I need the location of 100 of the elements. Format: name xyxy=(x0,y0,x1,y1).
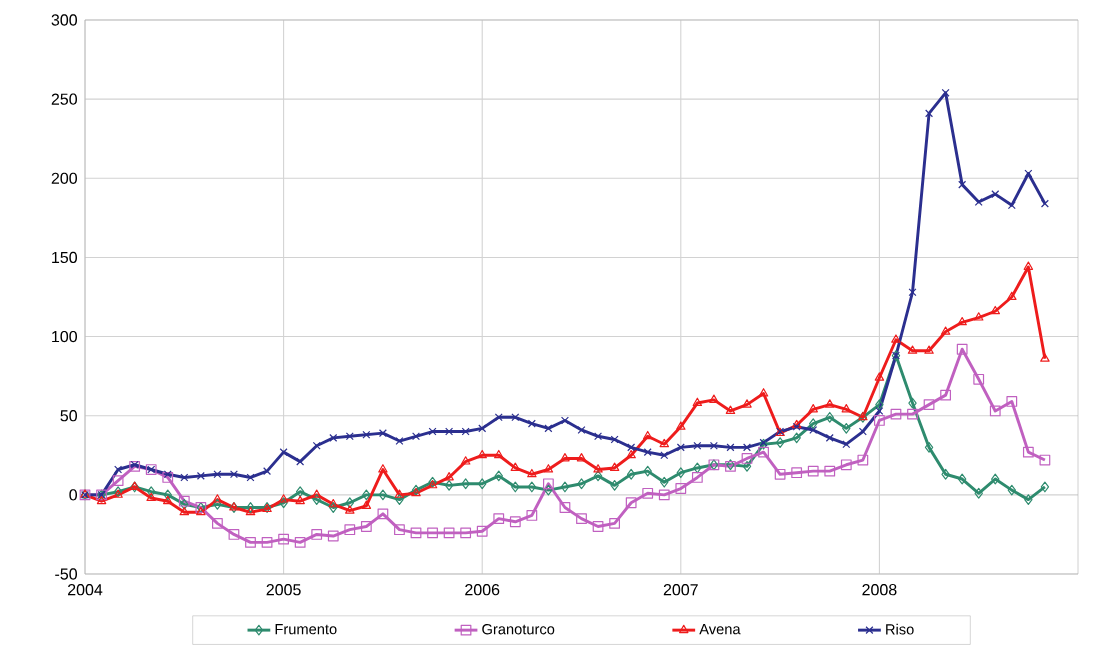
point xyxy=(825,399,835,408)
point xyxy=(824,465,836,477)
point xyxy=(925,109,934,118)
point xyxy=(809,425,818,434)
point xyxy=(1007,201,1016,210)
point xyxy=(443,527,455,539)
y-tick-label: -50 xyxy=(55,568,78,580)
point xyxy=(344,524,356,536)
point xyxy=(676,421,686,430)
y-tick-label: 150 xyxy=(52,251,78,264)
point xyxy=(742,460,752,472)
point xyxy=(493,513,505,524)
point xyxy=(676,467,686,479)
point xyxy=(544,424,553,433)
point xyxy=(114,465,123,474)
point xyxy=(825,411,834,423)
point xyxy=(278,533,289,545)
x-tick-label: 2007 xyxy=(663,584,698,596)
point xyxy=(924,345,934,354)
legend-label: Granoturco xyxy=(482,624,555,635)
point xyxy=(742,399,752,408)
point xyxy=(212,517,223,529)
point xyxy=(576,453,587,462)
point xyxy=(940,389,952,401)
point xyxy=(478,424,487,433)
point xyxy=(1040,353,1050,362)
point xyxy=(890,408,902,420)
point xyxy=(395,494,404,505)
y-tick-label: 50 xyxy=(60,410,78,422)
point xyxy=(941,88,950,97)
point xyxy=(792,432,801,444)
x-tick-label: 2006 xyxy=(465,584,500,596)
point xyxy=(362,430,371,439)
point xyxy=(112,475,124,487)
legend-label: Riso xyxy=(886,623,914,635)
point xyxy=(576,513,587,524)
point xyxy=(809,418,818,430)
point xyxy=(610,435,619,444)
point xyxy=(774,468,786,480)
point xyxy=(527,481,537,493)
point xyxy=(874,372,885,381)
point xyxy=(476,525,488,537)
point xyxy=(924,441,934,453)
point xyxy=(726,443,735,452)
y-tick-label: 300 xyxy=(51,14,78,26)
point xyxy=(279,448,288,457)
x-tick-label: 2004 xyxy=(68,584,103,596)
point xyxy=(874,415,885,426)
point xyxy=(560,416,569,425)
point xyxy=(659,438,670,448)
point xyxy=(974,198,983,207)
point xyxy=(543,478,554,490)
point xyxy=(956,343,968,355)
point xyxy=(196,506,206,516)
point xyxy=(840,459,852,471)
point xyxy=(908,397,917,409)
point xyxy=(461,427,470,436)
point xyxy=(361,500,372,509)
point xyxy=(461,478,470,490)
point xyxy=(311,529,323,540)
point xyxy=(973,312,984,321)
legend-label: Frumento xyxy=(275,624,337,635)
point xyxy=(709,441,718,450)
point xyxy=(891,334,901,343)
point xyxy=(445,427,454,436)
point xyxy=(841,403,852,413)
point xyxy=(957,316,967,326)
point xyxy=(146,492,156,502)
point xyxy=(428,427,437,436)
point xyxy=(1023,261,1034,270)
point xyxy=(444,472,454,481)
point xyxy=(543,464,554,473)
point xyxy=(676,443,685,452)
legend-label: Avena xyxy=(699,624,741,635)
point xyxy=(294,536,306,548)
point xyxy=(957,473,967,485)
point xyxy=(940,326,951,335)
point xyxy=(560,453,570,462)
point xyxy=(478,478,487,490)
point xyxy=(592,521,604,532)
point xyxy=(477,449,487,459)
point xyxy=(362,489,371,501)
point xyxy=(246,502,255,513)
point xyxy=(559,502,571,513)
point xyxy=(295,495,305,505)
point xyxy=(180,473,189,482)
point xyxy=(511,481,520,493)
x-tick-label: 2008 xyxy=(862,584,897,596)
point xyxy=(693,462,702,474)
point xyxy=(394,524,405,536)
point xyxy=(295,486,305,498)
point xyxy=(1040,199,1049,208)
point xyxy=(412,432,420,441)
point xyxy=(345,497,355,509)
point xyxy=(494,413,503,422)
point xyxy=(163,470,172,479)
point xyxy=(725,405,736,414)
point xyxy=(808,403,818,413)
point xyxy=(643,465,652,477)
point xyxy=(875,399,884,411)
